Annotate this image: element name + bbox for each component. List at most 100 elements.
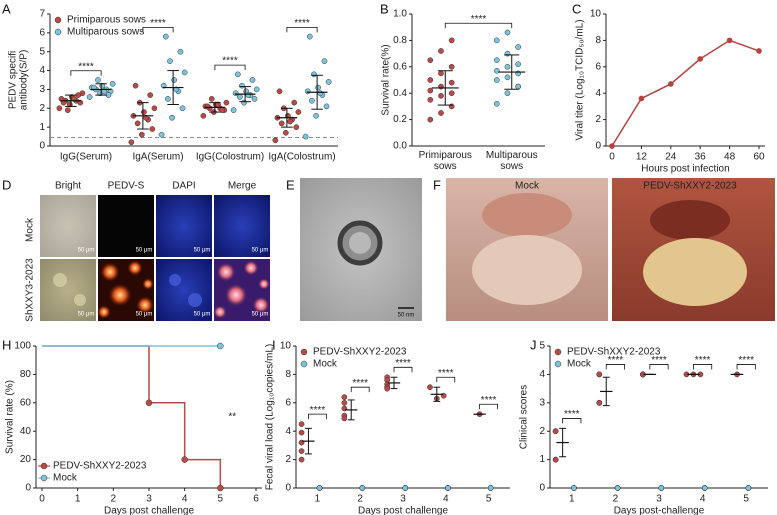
legend-label: PEDV-ShXXY2-2023 [313,347,407,358]
data-point [151,105,158,112]
data-point [438,110,444,116]
panel-letter: B [380,1,389,16]
y-tick-label: 2 [539,426,545,437]
y-axis-label: Survival rate (%) [5,380,16,454]
x-tick-label: 24 [665,152,677,163]
data-point [402,485,408,491]
scale-bar-label: 50 μm [194,248,211,254]
scale-bar-label: 50 μm [78,248,95,254]
data-point [493,100,500,107]
y-tick-label: 0 [539,483,545,494]
y-tick-label: 0 [25,483,31,494]
legend-marker [554,360,562,368]
data-point [427,87,434,94]
data-point [448,90,455,97]
data-point [448,37,455,44]
data-point [138,131,145,138]
data-point [552,456,559,463]
significance-label: **** [695,355,711,366]
data-point [341,415,348,422]
legend-label: Mock [313,359,338,370]
panel-f: F Mock [433,177,608,321]
data-point [317,90,324,97]
annotation: ** [228,412,236,423]
panel-letter: F [433,177,441,192]
significance-bracket [436,376,456,383]
data-point [341,399,348,406]
data-point [162,33,169,40]
legend-marker [554,348,562,356]
data-point [177,48,184,55]
data-point [302,133,309,140]
legend-label: Multiparous sows [67,27,144,38]
data-point [697,56,703,62]
data-point [309,97,315,104]
data-point [217,342,224,350]
column-header: Merge [228,181,257,192]
data-point [493,77,500,83]
scale-bar-label: 50 μm [78,312,95,318]
y-tick-label: 3 [539,397,545,408]
chart-panel: J 0 1 2 3 4 5 Days post-challenge Clinical score… [519,337,768,515]
data-point [427,77,434,83]
data-line [611,39,760,147]
data-point [298,448,305,454]
panel-e: E 50 nm [286,177,422,321]
data-point [165,96,171,102]
data-point [638,95,645,102]
legend-marker [300,348,308,356]
legend-marker [54,16,62,24]
intestine [472,235,582,305]
image-label: PEDV-ShXXY2-2023 [643,181,737,192]
significance-bracket [649,364,669,370]
fluorescence-spots [53,260,270,319]
x-tick-label: 4 [182,494,188,505]
panel-letter: D [2,177,11,192]
chart-panel: I 0 2 4 6 8 10 Days post challenge Fecal viral l… [265,337,510,515]
data-point [493,57,500,64]
data-point [230,107,237,114]
scale-bar-label: 50 nm [398,313,415,319]
data-point [438,70,444,77]
data-point [64,107,71,114]
data-point [149,126,156,132]
x-tick-label-box: Multiparous sows [486,150,538,172]
significance-label: **** [310,405,326,416]
x-tick-label: Primiparous sows [418,150,472,172]
data-point [291,99,298,106]
y-tick-label: 80 [20,369,32,380]
data-point [56,105,63,112]
data-point [128,139,135,146]
x-tick-label: 5 [743,494,749,505]
y-tick-label: 1 [39,122,45,133]
significance-label: **** [651,355,667,366]
significance-label: **** [481,395,497,406]
significance-bracket [214,64,246,71]
y-axis-label: Viral titer (Log₁₀TCID₅₀/mL) [575,19,586,140]
x-tick-label: 2 [613,494,619,505]
data-point [245,92,252,98]
y-tick-label: 20 [20,454,32,465]
data-point [341,394,348,400]
x-tick-label: 48 [724,152,736,163]
x-tick-label: 2 [357,494,363,505]
significance-bracket [736,364,756,370]
x-axis-label: Days post challenge [358,506,448,515]
significance-bracket [479,403,498,410]
panel-letter: A [2,1,11,16]
data-point [323,103,330,110]
x-axis-label: Days post-challenge [614,506,705,515]
data-point [325,79,332,85]
x-tick-label: 1 [315,494,321,505]
y-axis-label: antibody(S/P) [19,50,30,111]
scale-bar-label: 50 μm [136,312,153,318]
x-tick-label: 3 [656,494,662,505]
data-point [249,77,256,83]
significance-bracket [393,366,413,373]
y-tick-label: 6 [39,27,45,38]
data-point [223,99,230,106]
data-point [282,129,289,136]
significance-bracket [70,70,102,76]
y-tick-label: 8 [285,369,291,380]
x-tick-label: 3 [400,494,406,505]
